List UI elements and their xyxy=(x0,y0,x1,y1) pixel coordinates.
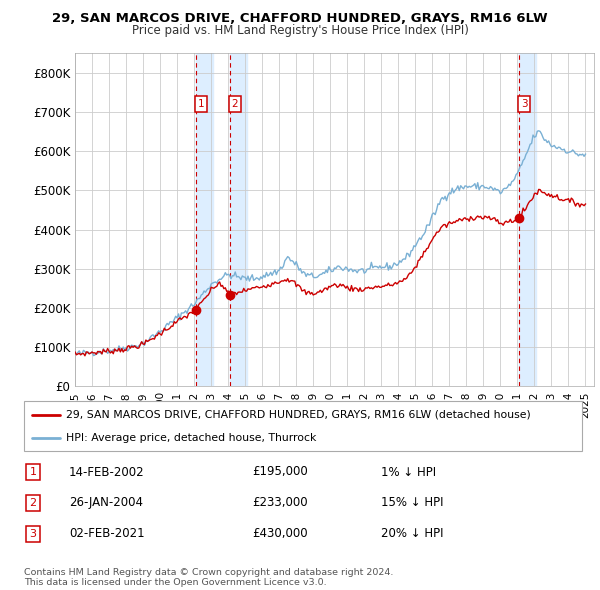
Text: £430,000: £430,000 xyxy=(252,527,308,540)
Text: This data is licensed under the Open Government Licence v3.0.: This data is licensed under the Open Gov… xyxy=(24,578,326,587)
Text: 14-FEB-2002: 14-FEB-2002 xyxy=(69,466,145,478)
Text: HPI: Average price, detached house, Thurrock: HPI: Average price, detached house, Thur… xyxy=(66,433,316,443)
Text: 2: 2 xyxy=(232,99,238,109)
Text: 29, SAN MARCOS DRIVE, CHAFFORD HUNDRED, GRAYS, RM16 6LW: 29, SAN MARCOS DRIVE, CHAFFORD HUNDRED, … xyxy=(52,12,548,25)
Bar xyxy=(196,53,213,386)
Bar xyxy=(230,53,247,386)
Text: 02-FEB-2021: 02-FEB-2021 xyxy=(69,527,145,540)
Text: 29, SAN MARCOS DRIVE, CHAFFORD HUNDRED, GRAYS, RM16 6LW (detached house): 29, SAN MARCOS DRIVE, CHAFFORD HUNDRED, … xyxy=(66,409,530,419)
Bar xyxy=(519,53,536,386)
Text: 15% ↓ HPI: 15% ↓ HPI xyxy=(381,496,443,510)
Text: 1: 1 xyxy=(29,467,37,477)
Text: Price paid vs. HM Land Registry's House Price Index (HPI): Price paid vs. HM Land Registry's House … xyxy=(131,24,469,37)
Text: 20% ↓ HPI: 20% ↓ HPI xyxy=(381,527,443,540)
Text: £195,000: £195,000 xyxy=(252,466,308,478)
Text: 3: 3 xyxy=(29,529,37,539)
Text: Contains HM Land Registry data © Crown copyright and database right 2024.: Contains HM Land Registry data © Crown c… xyxy=(24,568,394,577)
Text: 1: 1 xyxy=(198,99,205,109)
Text: £233,000: £233,000 xyxy=(252,496,308,510)
Text: 2: 2 xyxy=(29,498,37,508)
Text: 26-JAN-2004: 26-JAN-2004 xyxy=(69,496,143,510)
Text: 3: 3 xyxy=(521,99,527,109)
Text: 1% ↓ HPI: 1% ↓ HPI xyxy=(381,466,436,478)
